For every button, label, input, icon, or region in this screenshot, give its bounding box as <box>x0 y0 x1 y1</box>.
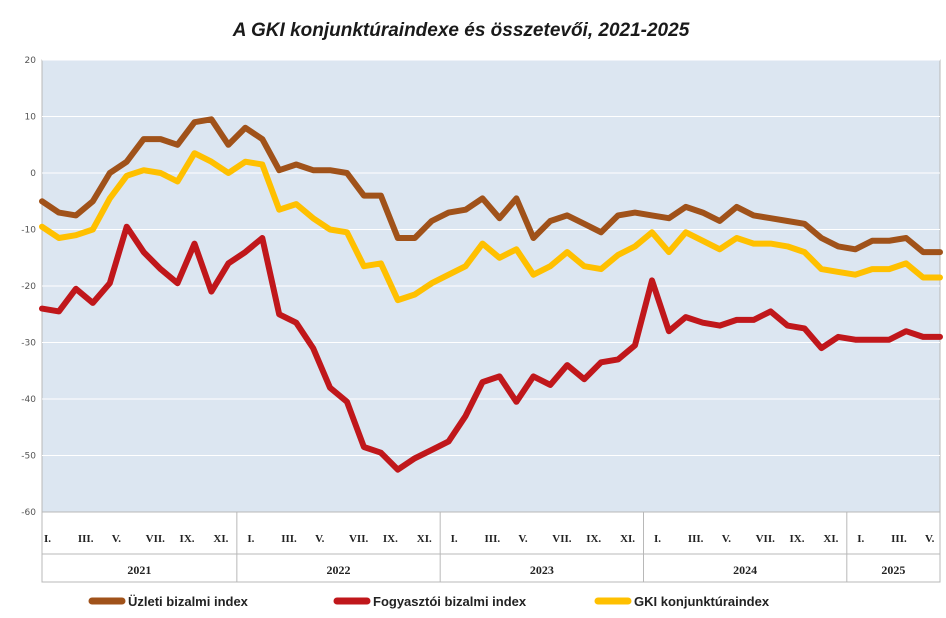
month-label: V. <box>722 533 732 545</box>
year-label: 2024 <box>733 563 757 577</box>
month-label: VII. <box>756 533 776 545</box>
x-axis-box <box>41 511 941 583</box>
month-label: XI. <box>823 533 838 545</box>
y-tick-label: -20 <box>21 282 36 292</box>
x-axis: 2021 2022 2023 2024 2025 I. III. V. VII. IX. XI. I.… <box>41 511 941 583</box>
series-line-1 <box>39 223 943 473</box>
month-label: IX. <box>790 533 805 545</box>
legend-label: GKI konjunktúraindex <box>634 594 770 609</box>
month-label: V. <box>518 533 528 545</box>
year-label: 2025 <box>881 563 905 577</box>
y-tick-label: 10 <box>25 113 37 123</box>
y-tick-label: -60 <box>21 508 36 518</box>
chart-title: A GKI konjunktúraindexe és összetevői, 2… <box>232 20 690 41</box>
y-tick-label: -50 <box>21 452 36 462</box>
month-label: III. <box>281 533 297 545</box>
month-label: XI. <box>417 533 432 545</box>
month-label: III. <box>78 533 94 545</box>
series-lines <box>39 116 943 473</box>
month-label: IX. <box>383 533 398 545</box>
month-label: XI. <box>620 533 635 545</box>
series-line-2 <box>39 150 943 304</box>
month-label: VII. <box>349 533 369 545</box>
month-label: III. <box>891 533 907 545</box>
legend-label: Fogyasztói bizalmi index <box>373 594 527 609</box>
month-label: VII. <box>552 533 572 545</box>
y-tick-label: 20 <box>25 56 37 66</box>
legend-label: Üzleti bizalmi index <box>128 594 249 609</box>
y-tick-label: 0 <box>30 169 36 179</box>
month-label: VII. <box>146 533 166 545</box>
y-tick-label: -10 <box>21 226 36 236</box>
month-label: III. <box>485 533 501 545</box>
month-label: I. <box>247 533 254 545</box>
month-label: XI. <box>213 533 228 545</box>
y-tick-label: -30 <box>21 339 36 349</box>
month-label: IX. <box>586 533 601 545</box>
legend: Üzleti bizalmi index Fogyasztói bizalmi i… <box>88 594 770 609</box>
year-label: 2022 <box>327 563 351 577</box>
year-label: 2023 <box>530 563 554 577</box>
series-line-0 <box>39 116 943 256</box>
month-label: I. <box>44 533 51 545</box>
month-label: V. <box>315 533 325 545</box>
month-label: V. <box>112 533 122 545</box>
month-label: IX. <box>180 533 195 545</box>
month-label: III. <box>688 533 704 545</box>
y-axis: 20 10 0 -10 -20 -30 -40 -50 -60 <box>21 56 36 518</box>
month-label: I. <box>857 533 864 545</box>
year-label: 2021 <box>127 563 151 577</box>
month-label: I. <box>654 533 661 545</box>
month-label: I. <box>451 533 458 545</box>
y-tick-label: -40 <box>21 395 36 405</box>
month-label: V. <box>925 533 935 545</box>
